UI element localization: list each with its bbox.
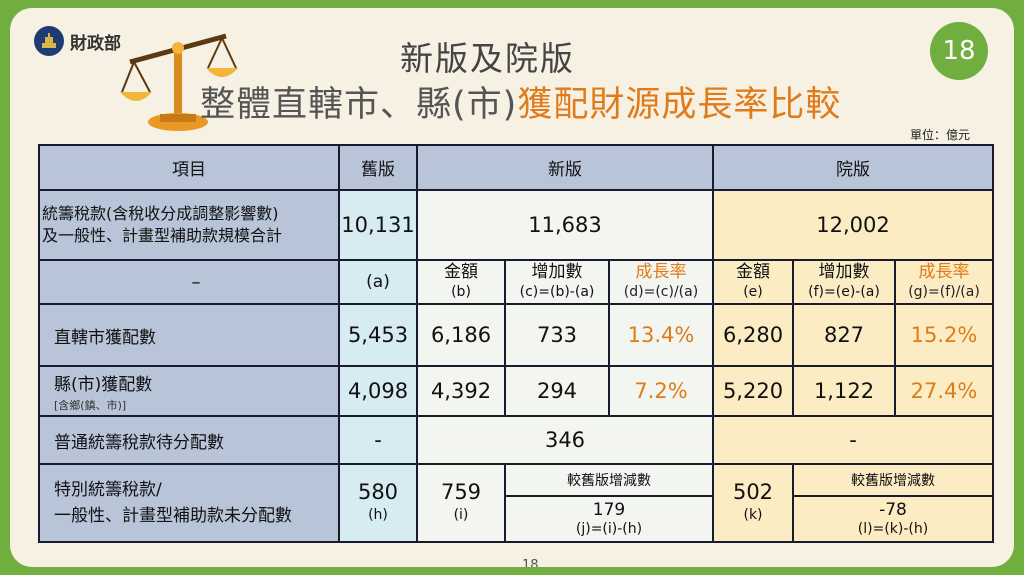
county-new-rate: 7.2%	[608, 365, 714, 417]
title-part-regions: 整體直轄市、縣(市)	[200, 85, 518, 125]
slide: 財政部 新版及院版 整體直轄市、縣(市)獲配財源成長率比較 18 單位：億元 項…	[10, 8, 1014, 567]
special-yuan-diff-formula: (l)=(k)-(h)	[857, 520, 929, 537]
special-label-line2: 一般性、計畫型補助款未分配數	[54, 506, 292, 526]
subheader-yuan-amount-formula: (e)	[743, 283, 763, 300]
ministry-name: 財政部	[70, 33, 121, 54]
subheader-label: –	[38, 259, 340, 305]
total-row-label-line1: 統籌稅款(含稅收分成調整影響數)	[42, 204, 279, 223]
subheader-old: (a)	[338, 259, 418, 305]
special-new-amount-formula: (i)	[453, 506, 469, 523]
county-label-text: 縣(市)獲配數	[54, 374, 153, 395]
title-part-growth: 獲配財源成長率比較	[517, 85, 842, 125]
subheader-yuan-increase-formula: (f)=(e)-(a)	[808, 283, 880, 300]
subheader-new-increase: 增加數 (c)=(b)-(a)	[504, 259, 610, 305]
subheader-new-amount-formula: (b)	[451, 283, 471, 300]
subheader-yuan-amount-text: 金額	[736, 261, 770, 282]
subheader-yuan-amount: 金額 (e)	[712, 259, 794, 305]
county-yuan-rate: 27.4%	[894, 365, 994, 417]
total-new: 11,683	[416, 189, 714, 261]
table-row-municipal: 直轄市獲配數 5,453 6,186 733 13.4% 6,280 827 1…	[38, 303, 994, 367]
subheader-yuan-increase-text: 增加數	[818, 261, 870, 282]
table-header-row: 項目 舊版 新版 院版	[38, 144, 994, 191]
unit-label: 單位：億元	[910, 128, 971, 142]
slide-title-line1: 新版及院版	[400, 39, 575, 78]
balance-scale-icon	[120, 33, 238, 131]
total-row-label: 統籌稅款(含稅收分成調整影響數) 及一般性、計畫型補助款規模合計	[38, 189, 340, 261]
special-new-diff-value: 179	[592, 499, 626, 520]
county-new-increase: 294	[504, 365, 610, 417]
subheader-new-rate-formula: (d)=(c)/(a)	[623, 283, 699, 300]
county-yuan-increase: 1,122	[792, 365, 896, 417]
municipal-yuan-increase: 827	[792, 303, 896, 367]
special-yuan-amount-formula: (k)	[743, 506, 763, 523]
special-old-formula: (h)	[368, 506, 388, 523]
county-old: 4,098	[338, 365, 418, 417]
special-yuan-amount: 502 (k)	[712, 463, 794, 543]
special-label-line1: 特別統籌稅款/	[54, 480, 162, 500]
slide-title-line2: 整體直轄市、縣(市)獲配財源成長率比較	[200, 76, 841, 127]
table-row-special-bottom: 179 (j)=(i)-(h) -78 (l)=(k)-(h)	[39, 495, 994, 543]
subheader-new-amount-text: 金額	[444, 261, 478, 282]
header-new: 新版	[416, 144, 714, 191]
special-yuan-amount-value: 502	[732, 479, 774, 504]
ministry-emblem-icon	[34, 26, 64, 56]
pending-yuan: -	[712, 415, 994, 465]
page-number-badge: 18	[930, 22, 988, 80]
comparison-table: 項目 舊版 新版 院版 統籌稅款(含稅收分成調整影響數) 及一般性、計畫型補助款…	[38, 144, 994, 543]
table-row-subheader: – (a) 金額 (b) 增加數 (c)=(b)-(a) 成長率 (d)=(c)/(a…	[38, 259, 994, 305]
subheader-new-amount: 金額 (b)	[416, 259, 506, 305]
special-old-value: 580	[357, 479, 399, 504]
pending-old: -	[338, 415, 418, 465]
pending-label: 普通統籌稅款待分配數	[38, 415, 340, 465]
special-yuan-diff: -78 (l)=(k)-(h)	[792, 495, 994, 543]
municipal-new-amount: 6,186	[416, 303, 506, 367]
special-yuan-diff-value: -78	[879, 499, 907, 520]
special-new-amount: 759 (i)	[416, 463, 506, 543]
ministry-logo: 財政部	[34, 26, 121, 56]
table-row-total: 統籌稅款(含稅收分成調整影響數) 及一般性、計畫型補助款規模合計 10,131 …	[38, 189, 994, 261]
pending-new: 346	[416, 415, 714, 465]
subheader-yuan-rate: 成長率 (g)=(f)/(a)	[894, 259, 994, 305]
footer-page-number: 18	[522, 558, 539, 567]
special-label: 特別統籌稅款/ 一般性、計畫型補助款未分配數	[38, 463, 340, 543]
subheader-yuan-increase: 增加數 (f)=(e)-(a)	[792, 259, 896, 305]
subheader-new-rate-text: 成長率	[635, 261, 687, 282]
special-new-diff: 179 (j)=(i)-(h)	[504, 495, 714, 543]
special-new-amount-value: 759	[440, 479, 482, 504]
municipal-yuan-amount: 6,280	[712, 303, 794, 367]
subheader-new-rate: 成長率 (d)=(c)/(a)	[608, 259, 714, 305]
total-row-label-line2: 及一般性、計畫型補助款規模合計	[42, 226, 283, 245]
subheader-yuan-rate-text: 成長率	[918, 261, 970, 282]
county-label-note: [含鄉(鎮、市)]	[54, 398, 127, 412]
table-row-special-top: 特別統籌稅款/ 一般性、計畫型補助款未分配數 580 (h) 759 (i) 較舊版…	[38, 463, 994, 543]
municipal-new-rate: 13.4%	[608, 303, 714, 367]
table-row-pending: 普通統籌稅款待分配數 - 346 -	[38, 415, 994, 465]
subheader-new-increase-text: 增加數	[531, 261, 583, 282]
header-item: 項目	[38, 144, 340, 191]
subheader-yuan-rate-formula: (g)=(f)/(a)	[908, 283, 980, 300]
header-old: 舊版	[338, 144, 418, 191]
county-yuan-amount: 5,220	[712, 365, 794, 417]
municipal-label: 直轄市獲配數	[38, 303, 340, 367]
special-new-diff-header: 較舊版增減數	[504, 463, 714, 497]
total-old: 10,131	[338, 189, 418, 261]
special-yuan-diff-header: 較舊版增減數	[792, 463, 994, 497]
special-new-diff-formula: (j)=(i)-(h)	[575, 520, 643, 537]
county-new-amount: 4,392	[416, 365, 506, 417]
special-old: 580 (h)	[338, 463, 418, 543]
municipal-new-increase: 733	[504, 303, 610, 367]
table-row-county: 縣(市)獲配數 [含鄉(鎮、市)] 4,098 4,392 294 7.2% 5…	[38, 365, 994, 417]
header-yuan: 院版	[712, 144, 994, 191]
municipal-old: 5,453	[338, 303, 418, 367]
subheader-new-increase-formula: (c)=(b)-(a)	[519, 283, 595, 300]
total-yuan: 12,002	[712, 189, 994, 261]
county-label: 縣(市)獲配數 [含鄉(鎮、市)]	[38, 365, 340, 417]
municipal-yuan-rate: 15.2%	[894, 303, 994, 367]
